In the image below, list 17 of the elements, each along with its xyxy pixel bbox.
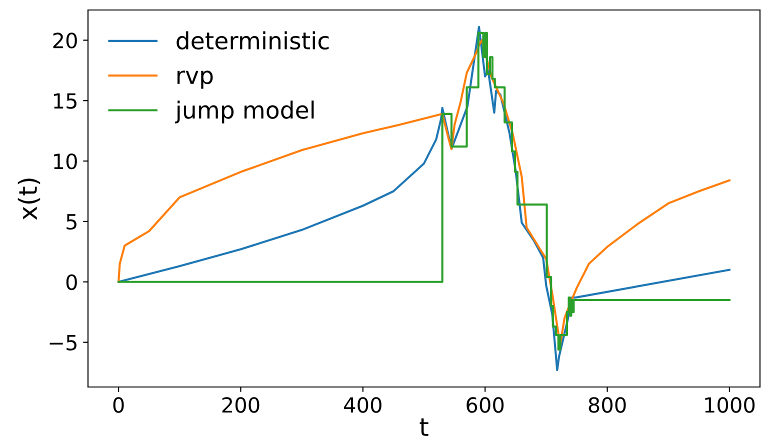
legend-label: jump model xyxy=(174,100,314,124)
y-tick-label: 15 xyxy=(54,93,76,109)
legend-label: rvp xyxy=(178,70,213,89)
y-tick-label: 20 xyxy=(53,32,77,48)
x-tick-label: 200 xyxy=(222,397,260,413)
y-tick-label: 0 xyxy=(66,274,77,290)
x-tick-label: 400 xyxy=(344,397,382,413)
y-axis-title: x(t) xyxy=(18,178,40,220)
x-tick-label: 0 xyxy=(113,397,124,413)
x-tick-label: 1000 xyxy=(705,397,755,413)
legend-label: deterministic xyxy=(176,31,329,50)
x-tick-label: 800 xyxy=(588,397,626,413)
y-tick-label: −5 xyxy=(50,335,76,351)
y-tick-label: 5 xyxy=(66,214,76,230)
x-axis-title: t xyxy=(420,418,428,436)
y-tick-label: 10 xyxy=(54,153,77,170)
x-tick-label: 600 xyxy=(466,397,504,413)
